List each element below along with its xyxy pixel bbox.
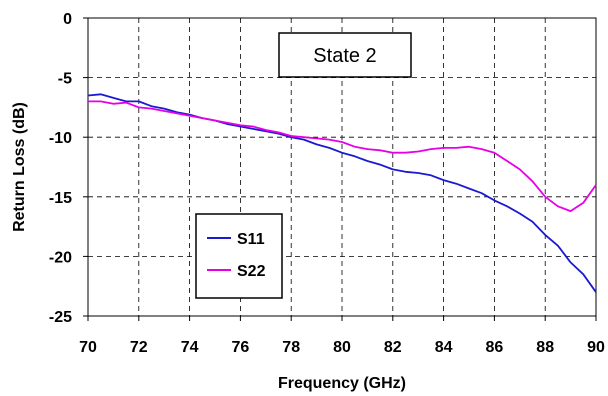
y-axis-title: Return Loss (dB) bbox=[11, 102, 28, 232]
legend-frame bbox=[195, 213, 283, 299]
series-lines bbox=[87, 93, 597, 293]
y-tick-label-4: -20 bbox=[49, 249, 72, 266]
y-tick-label-3: -15 bbox=[49, 190, 72, 207]
series-line-s11 bbox=[87, 93, 597, 293]
annotation-box: State 2 bbox=[278, 32, 412, 78]
y-tick-label-0: 0 bbox=[63, 11, 72, 28]
x-tick-label-9: 88 bbox=[536, 339, 554, 356]
x-tick-label-4: 78 bbox=[282, 339, 300, 356]
legend-label-s22: S22 bbox=[237, 263, 266, 280]
x-axis-title: Frequency (GHz) bbox=[278, 375, 406, 392]
axis-tick-labels: 70 72 74 76 78 80 82 84 86 88 90 0 -5 -10 -15 -20 -25 bbox=[49, 11, 605, 356]
x-tick-label-5: 80 bbox=[333, 339, 351, 356]
annotation-frame bbox=[278, 32, 412, 78]
legend-label-s11: S11 bbox=[237, 231, 265, 248]
x-tick-label-8: 86 bbox=[486, 339, 504, 356]
x-tick-label-2: 74 bbox=[181, 339, 199, 356]
legend: S11 S22 bbox=[195, 213, 283, 299]
x-tick-label-7: 84 bbox=[435, 339, 453, 356]
x-tick-label-6: 82 bbox=[384, 339, 402, 356]
x-tick-label-10: 90 bbox=[587, 339, 605, 356]
y-tick-label-1: -5 bbox=[58, 71, 72, 88]
x-tick-label-0: 70 bbox=[79, 339, 97, 356]
legend-items: S11 S22 bbox=[207, 231, 266, 280]
series-line-s22 bbox=[88, 100, 597, 213]
x-tick-label-1: 72 bbox=[130, 339, 148, 356]
annotation-label: State 2 bbox=[313, 45, 376, 67]
y-tick-label-2: -10 bbox=[49, 130, 72, 147]
x-tick-label-3: 76 bbox=[232, 339, 250, 356]
y-tick-label-5: -25 bbox=[49, 309, 72, 326]
